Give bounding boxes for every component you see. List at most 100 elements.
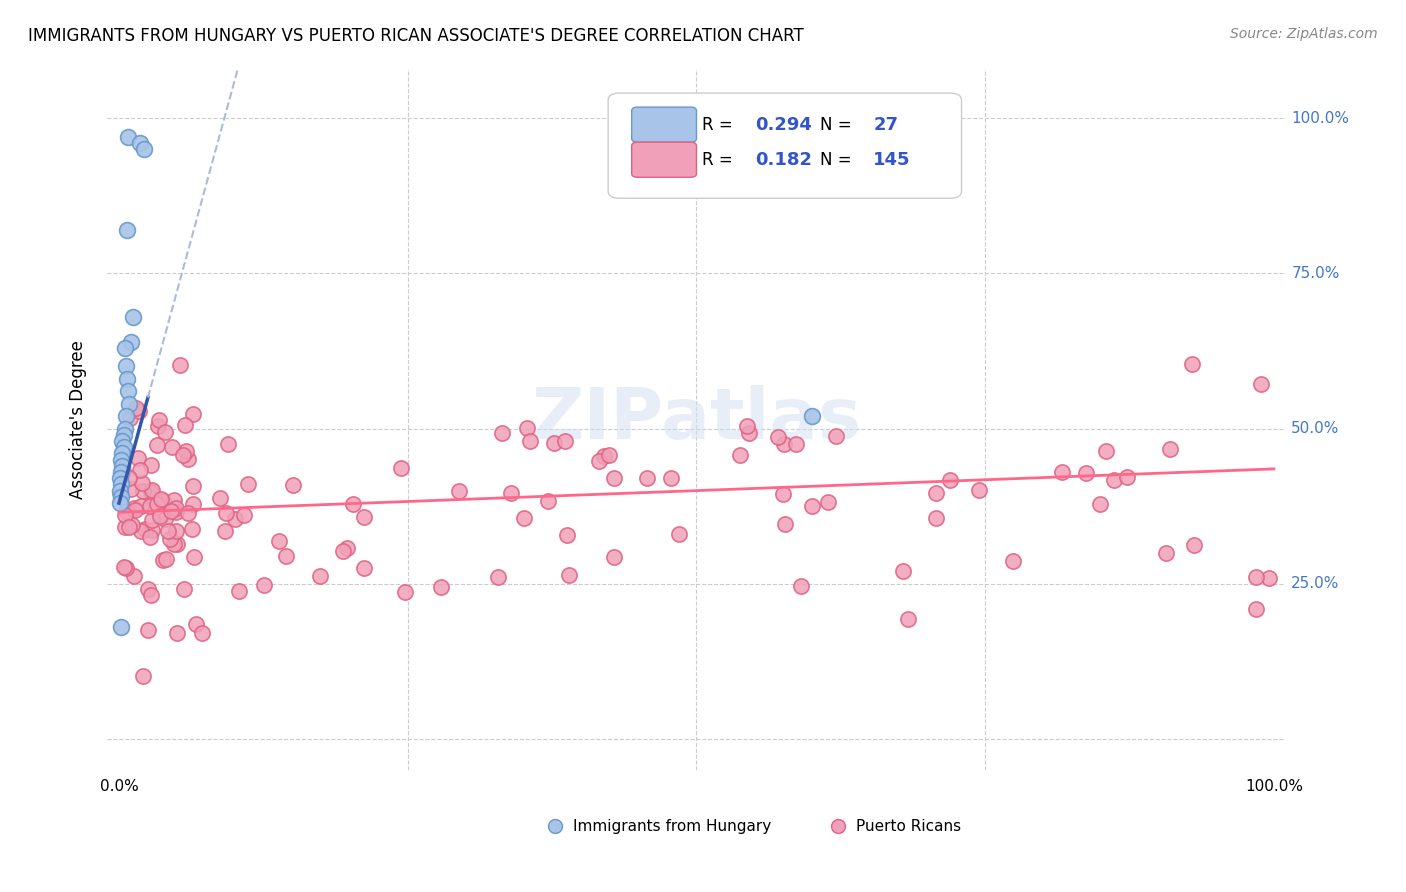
Point [592,450,614,464]
Point [132,669,155,683]
Point [122,569,145,583]
Text: R =: R = [703,151,738,169]
Point [129,463,152,477]
Text: 75.0%: 75.0% [1291,266,1340,281]
Point [1244,601,1267,615]
Point [253,578,276,592]
Point [166,536,188,550]
Point [177,451,200,466]
Point [181,479,204,493]
Point [121,517,143,532]
Point [394,585,416,599]
Point [129,524,152,538]
Point [111,446,134,460]
Point [817,495,839,509]
Point [162,440,184,454]
Point [785,437,807,451]
Point [183,497,205,511]
Point [602,471,624,485]
Point [115,223,138,237]
Point [332,544,354,558]
Point [1244,570,1267,584]
Point [224,512,246,526]
Point [132,484,155,499]
Point [738,426,761,441]
Point [108,496,131,510]
Point [166,625,188,640]
Point [1002,554,1025,568]
Point [173,582,195,596]
Point [138,623,160,637]
Text: R =: R = [703,116,738,134]
Point [967,483,990,498]
Point [110,477,132,491]
Text: ZIPatlas: ZIPatlas [531,384,862,454]
Point [233,508,256,522]
Point [128,136,150,150]
Point [128,451,150,466]
Text: Associate's Degree: Associate's Degree [69,340,87,499]
Point [169,358,191,372]
Point [114,341,136,355]
Point [115,359,138,374]
Point [112,440,135,454]
Point [1156,546,1178,560]
Point [141,513,163,527]
Point [136,582,159,596]
Point [172,448,194,462]
Point [139,530,162,544]
Point [148,419,170,434]
Text: Puerto Ricans: Puerto Ricans [855,819,960,833]
Text: 100.0%: 100.0% [1291,111,1350,126]
Point [146,438,169,452]
Point [110,620,132,634]
Point [353,560,375,574]
Point [558,567,581,582]
Point [111,434,134,448]
Point [108,486,131,500]
Point [118,397,141,411]
Point [162,493,184,508]
Point [114,508,136,523]
Point [766,430,789,444]
Point [336,541,359,555]
Point [122,310,145,324]
Point [281,478,304,492]
Point [1250,377,1272,392]
Text: 50.0%: 50.0% [1291,421,1340,436]
Point [603,549,626,564]
Point [111,464,134,478]
Point [555,527,578,541]
Text: Source: ZipAtlas.com: Source: ZipAtlas.com [1230,27,1378,41]
Point [160,504,183,518]
Point [1094,444,1116,458]
Point [124,401,146,415]
Point [537,493,560,508]
Point [139,458,162,472]
Point [449,483,471,498]
Point [150,491,173,506]
Point [163,537,186,551]
Point [124,503,146,517]
Point [353,510,375,524]
Point [120,411,142,425]
Point [1159,442,1181,456]
Point [1181,357,1204,371]
Point [773,517,796,532]
FancyBboxPatch shape [631,142,696,178]
Point [148,413,170,427]
Point [214,524,236,539]
Point [891,564,914,578]
Point [141,523,163,537]
Point [115,561,138,575]
Point [111,458,134,473]
Point [238,477,260,491]
Point [122,500,145,515]
Point [636,471,658,485]
Point [209,491,232,505]
Point [149,508,172,523]
Point [118,520,141,534]
Point [598,448,620,462]
Text: N =: N = [820,116,858,134]
Point [191,625,214,640]
